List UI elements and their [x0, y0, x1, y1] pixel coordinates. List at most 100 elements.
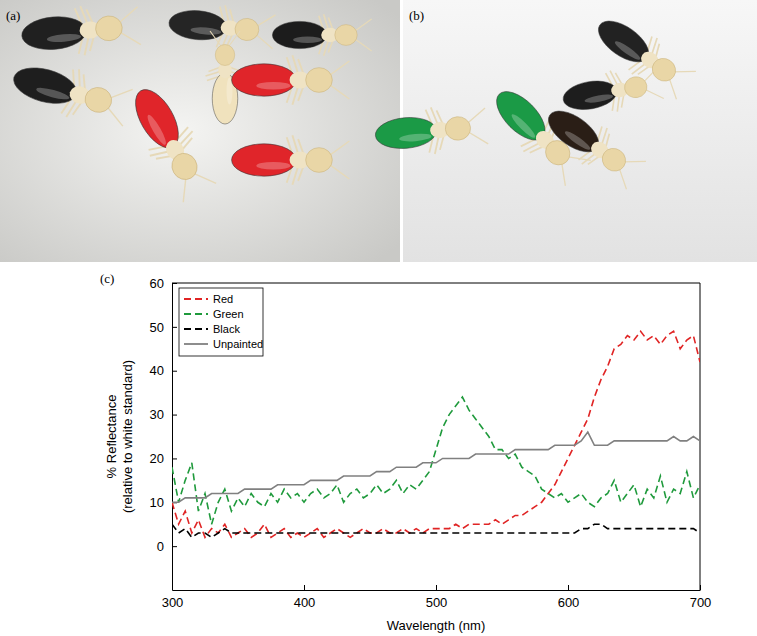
highlight	[293, 37, 322, 43]
legend-swatch	[184, 328, 208, 330]
tick-mark	[568, 585, 569, 590]
legend-swatch	[184, 313, 208, 315]
axis-line	[172, 284, 173, 591]
tick-label: 700	[690, 595, 712, 610]
tick-label: 10	[150, 495, 164, 510]
termite	[373, 103, 488, 159]
photo-b	[403, 0, 757, 262]
termite	[272, 14, 371, 56]
plot-frame	[172, 283, 700, 284]
head	[167, 149, 202, 184]
y-axis-title: % Reflectance	[104, 395, 119, 479]
head	[82, 85, 114, 116]
abdomen	[10, 62, 81, 110]
highlight	[563, 129, 592, 152]
tick-label: 20	[150, 451, 164, 466]
tick: 500	[426, 585, 448, 610]
panel-label: (a)	[6, 8, 20, 23]
head	[444, 116, 471, 142]
termite	[537, 97, 649, 194]
abdomen	[168, 8, 228, 42]
y-axis-title: (relative to white standard)	[120, 360, 135, 513]
antenna	[109, 84, 133, 104]
tick-label: 400	[294, 595, 316, 610]
highlight	[35, 86, 70, 102]
antenna	[329, 164, 350, 179]
data-line	[172, 432, 700, 502]
panel-label: (b)	[409, 8, 424, 23]
antenna	[623, 151, 646, 173]
highlight	[613, 39, 642, 62]
data-line	[172, 397, 700, 524]
head	[306, 148, 333, 173]
highlight	[190, 26, 221, 35]
tick: 400	[294, 585, 316, 610]
axis-line	[173, 590, 701, 591]
termite	[119, 78, 221, 205]
antenna	[354, 19, 372, 32]
tick-mark	[304, 585, 305, 590]
head	[215, 45, 235, 66]
legend-label: Green	[213, 308, 244, 320]
termite	[587, 7, 699, 104]
photo-panels	[0, 0, 757, 262]
highlight	[584, 93, 613, 104]
x-axis: 300400500600700	[162, 585, 712, 610]
legend-label: Unpainted	[213, 338, 263, 350]
head	[598, 144, 630, 176]
data-line	[172, 524, 700, 537]
highlight	[145, 113, 169, 146]
legend-swatch	[184, 298, 208, 300]
head	[95, 15, 124, 42]
tick: 0	[157, 539, 177, 554]
antenna	[551, 162, 575, 186]
antenna	[467, 130, 488, 146]
antenna	[210, 31, 222, 48]
antenna	[256, 13, 276, 28]
tick-label: 300	[162, 595, 184, 610]
legend: Red Green Black Unpainted	[179, 288, 263, 356]
figure: (a)(b)(c)3004005006007000102030405060Wav…	[0, 0, 757, 636]
antenna	[173, 177, 197, 203]
abdomen	[561, 77, 619, 113]
tick-mark	[436, 585, 437, 590]
antenna	[354, 38, 372, 51]
highlight	[256, 82, 290, 90]
abdomen	[232, 64, 297, 96]
termite	[232, 135, 350, 184]
tick: 50	[150, 320, 177, 335]
tick-mark	[172, 327, 177, 328]
head	[648, 54, 680, 86]
head	[306, 68, 333, 93]
abdomen	[374, 115, 438, 151]
tick-label: 50	[150, 320, 164, 335]
antenna	[228, 31, 240, 48]
tick-label: 40	[150, 363, 164, 378]
tick: 20	[150, 451, 177, 466]
legend-label: Red	[213, 293, 233, 305]
panel-label: (c)	[100, 271, 114, 286]
termite	[560, 62, 665, 120]
head	[234, 17, 260, 41]
plot-frame	[700, 283, 701, 590]
chart: 3004005006007000102030405060Wavelength (…	[104, 276, 711, 633]
antenna	[329, 61, 350, 76]
tick-mark	[172, 371, 177, 372]
antenna	[644, 86, 664, 102]
termite	[8, 53, 135, 131]
legend-label: Black	[213, 323, 240, 335]
highlight	[256, 162, 290, 170]
tick-label: 30	[150, 407, 164, 422]
abdomen	[232, 144, 297, 176]
x-axis-title: Wavelength (nm)	[387, 618, 486, 633]
tick-mark	[172, 415, 177, 416]
y-axis: 0 10 20 30 40 50 60	[150, 276, 177, 591]
tick-mark	[172, 283, 177, 284]
abdomen	[272, 21, 326, 48]
highlight	[399, 133, 432, 143]
tick-label: 0	[157, 539, 164, 554]
tick: 60	[150, 276, 177, 291]
tick: 30	[150, 407, 177, 422]
abdomen	[20, 14, 87, 52]
antenna	[673, 61, 696, 83]
